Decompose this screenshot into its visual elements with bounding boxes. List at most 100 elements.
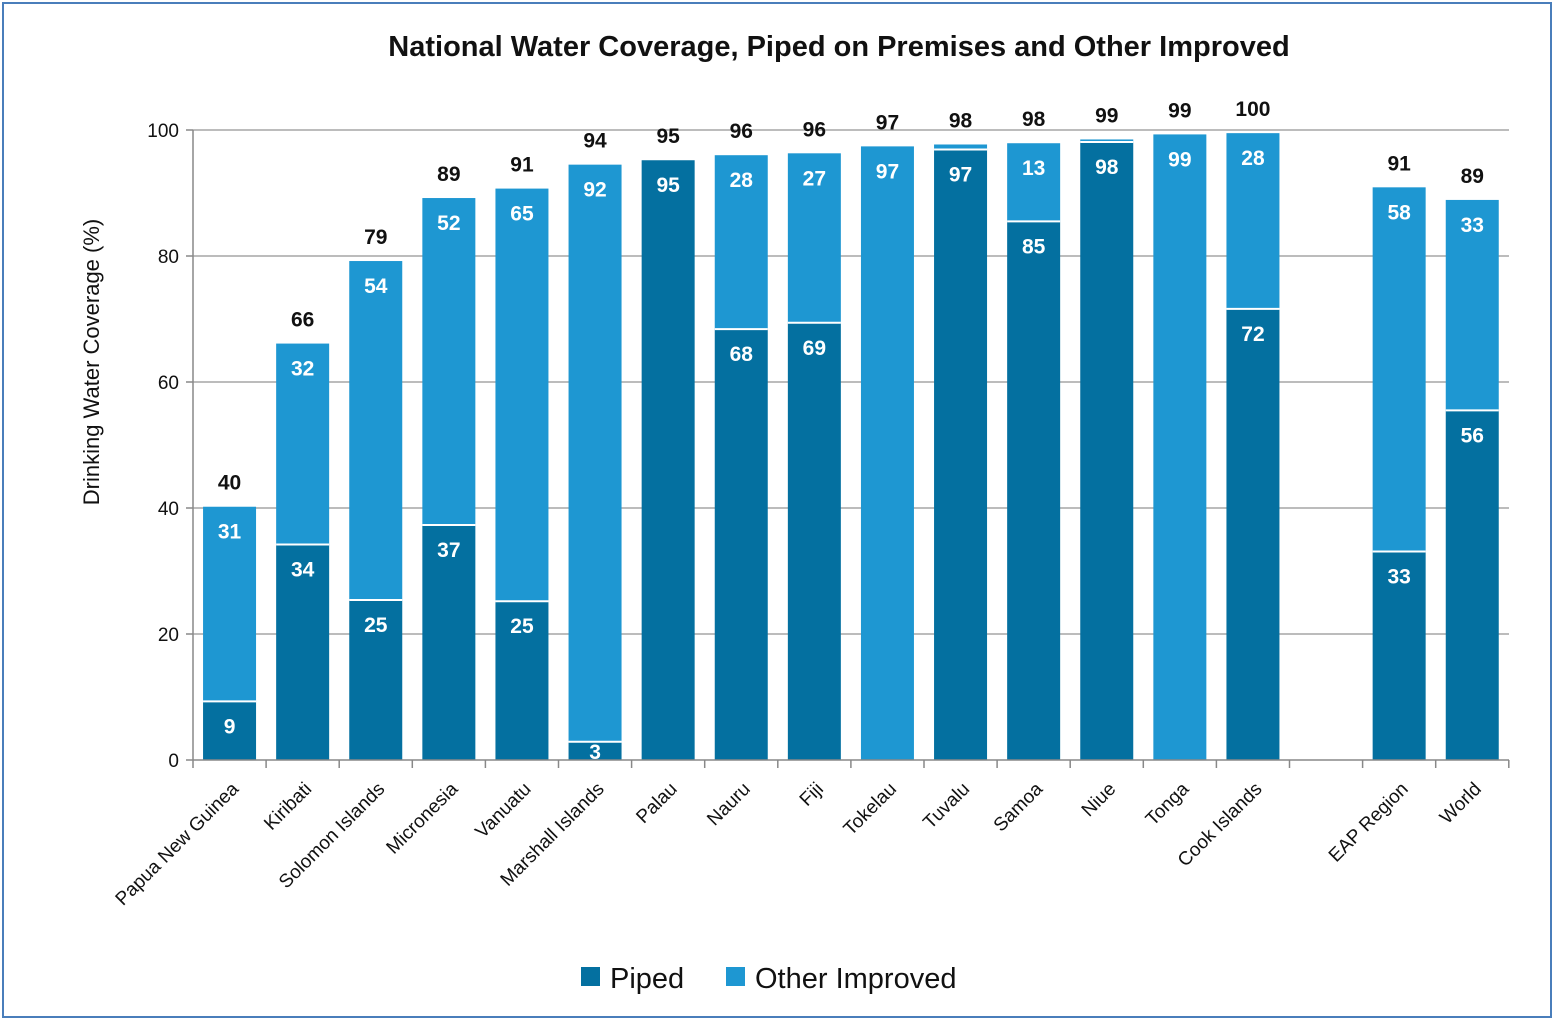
bar-other-improved-papua-new-guinea xyxy=(203,506,257,702)
x-tick-label: Fiji xyxy=(796,779,828,811)
x-tick-label: Tuvalu xyxy=(919,779,974,834)
total-label: 99 xyxy=(1168,99,1191,122)
bar-piped-vanuatu xyxy=(495,601,549,760)
total-label: 97 xyxy=(876,111,899,134)
data-label-piped: 56 xyxy=(1461,424,1484,447)
bar-piped-samoa xyxy=(1007,221,1061,761)
x-tick-label: Palau xyxy=(632,779,681,828)
bar-other-improved-cook-islands xyxy=(1226,133,1280,309)
total-label: 91 xyxy=(510,154,534,177)
data-label-piped: 37 xyxy=(437,539,460,562)
data-label-piped: 9 xyxy=(224,715,236,738)
y-axis-label: Drinking Water Coverage (%) xyxy=(79,219,104,506)
total-label: 96 xyxy=(803,118,826,141)
legend-label-other-improved: Other Improved xyxy=(755,963,956,995)
data-label-other-improved: 32 xyxy=(291,358,314,381)
x-tick-label: Nauru xyxy=(703,779,754,830)
total-label: 66 xyxy=(291,309,314,332)
total-label: 89 xyxy=(437,163,460,186)
data-label-other-improved: 92 xyxy=(583,179,606,202)
bar-other-improved-kiribati xyxy=(276,343,330,545)
x-tick-label: Vanuatu xyxy=(472,779,536,843)
data-label-other-improved: 27 xyxy=(803,167,826,190)
bars xyxy=(203,133,1499,761)
bar-other-improved-fiji xyxy=(787,153,841,323)
x-tick-label: World xyxy=(1436,779,1486,829)
data-labels: 9 31 40 34 32 66 25 54 79 37 52 89 25 65 91 3 92 94 95 95 68… xyxy=(218,98,1484,764)
bar-piped-tuvalu xyxy=(934,149,988,760)
bar-other-improved-marshall-islands xyxy=(568,164,622,742)
data-label-piped: 68 xyxy=(730,343,754,366)
legend-swatch-piped xyxy=(581,967,600,986)
x-tick-label: Tokelau xyxy=(840,779,901,840)
chart-title: National Water Coverage, Piped on Premis… xyxy=(388,31,1289,63)
data-label-piped: 85 xyxy=(1022,235,1046,258)
total-label: 94 xyxy=(583,130,607,153)
x-axis xyxy=(192,130,1510,768)
bar-piped-marshall-islands xyxy=(568,741,622,760)
total-label: 91 xyxy=(1387,152,1411,175)
bar-piped-kiribati xyxy=(276,544,330,760)
bar-other-improved-nauru xyxy=(714,155,768,330)
data-label-other-improved: 33 xyxy=(1461,214,1484,237)
data-label-piped: 34 xyxy=(291,559,315,582)
bar-other-improved-solomon-islands xyxy=(349,261,403,600)
bar-other-improved-tuvalu xyxy=(934,144,988,150)
x-tick-label: Micronesia xyxy=(383,778,463,858)
x-tick-label: Papua New Guinea xyxy=(112,778,244,910)
data-label-other-improved: 54 xyxy=(364,275,388,298)
bar-piped-nauru xyxy=(714,329,768,760)
data-label-other-improved: 97 xyxy=(876,160,899,183)
bar-other-improved-samoa xyxy=(1007,143,1061,222)
total-label: 99 xyxy=(1095,104,1118,127)
x-tick-label: Niue xyxy=(1078,779,1120,821)
data-label-piped: 25 xyxy=(364,614,388,637)
data-label-other-improved: 52 xyxy=(437,212,460,235)
total-label: 100 xyxy=(1235,98,1270,121)
bar-other-improved-world xyxy=(1445,199,1499,411)
bar-other-improved-micronesia xyxy=(422,198,476,526)
total-label: 96 xyxy=(730,120,753,143)
bar-piped-palau xyxy=(641,160,695,761)
data-label-piped: 98 xyxy=(1095,156,1119,179)
data-label-other-improved: 99 xyxy=(1168,148,1191,171)
y-tick-label: 20 xyxy=(158,625,179,646)
x-tick-label: Kiribati xyxy=(260,779,316,835)
bar-other-improved-tokelau xyxy=(860,146,914,760)
y-tick-label: 40 xyxy=(158,499,179,520)
data-label-piped: 95 xyxy=(656,174,680,197)
bar-other-improved-niue xyxy=(1080,139,1134,142)
total-label: 89 xyxy=(1461,165,1484,188)
bar-piped-fiji xyxy=(787,322,841,760)
bar-piped-papua-new-guinea xyxy=(203,701,257,760)
data-label-piped: 72 xyxy=(1241,323,1264,346)
y-tick-label: 80 xyxy=(158,247,179,268)
legend-swatch-other-improved xyxy=(726,967,745,986)
x-tick-label: Samoa xyxy=(990,778,1048,836)
y-axis-ticks: 0 20 40 60 80 100 xyxy=(147,121,193,772)
data-label-piped: 33 xyxy=(1387,565,1410,588)
bar-other-improved-eap-region xyxy=(1372,187,1426,552)
total-label: 40 xyxy=(218,472,241,495)
y-tick-label: 60 xyxy=(158,373,179,394)
data-label-other-improved: 28 xyxy=(1241,147,1265,170)
x-tick-label: Tonga xyxy=(1142,778,1194,830)
bar-piped-niue xyxy=(1080,141,1134,761)
data-label-other-improved: 31 xyxy=(218,521,242,544)
gridlines xyxy=(193,129,1509,635)
bar-other-improved-vanuatu xyxy=(495,188,549,602)
bar-piped-cook-islands xyxy=(1226,308,1280,760)
data-label-other-improved: 65 xyxy=(510,203,534,226)
data-label-piped: 3 xyxy=(589,741,601,764)
total-label: 98 xyxy=(949,109,973,132)
total-label: 95 xyxy=(656,125,680,148)
data-label-other-improved: 13 xyxy=(1022,157,1045,180)
data-label-other-improved: 28 xyxy=(730,169,754,192)
y-tick-label: 100 xyxy=(147,121,179,142)
bar-piped-micronesia xyxy=(422,525,476,760)
data-label-piped: 69 xyxy=(803,337,826,360)
bar-piped-world xyxy=(1445,410,1499,760)
